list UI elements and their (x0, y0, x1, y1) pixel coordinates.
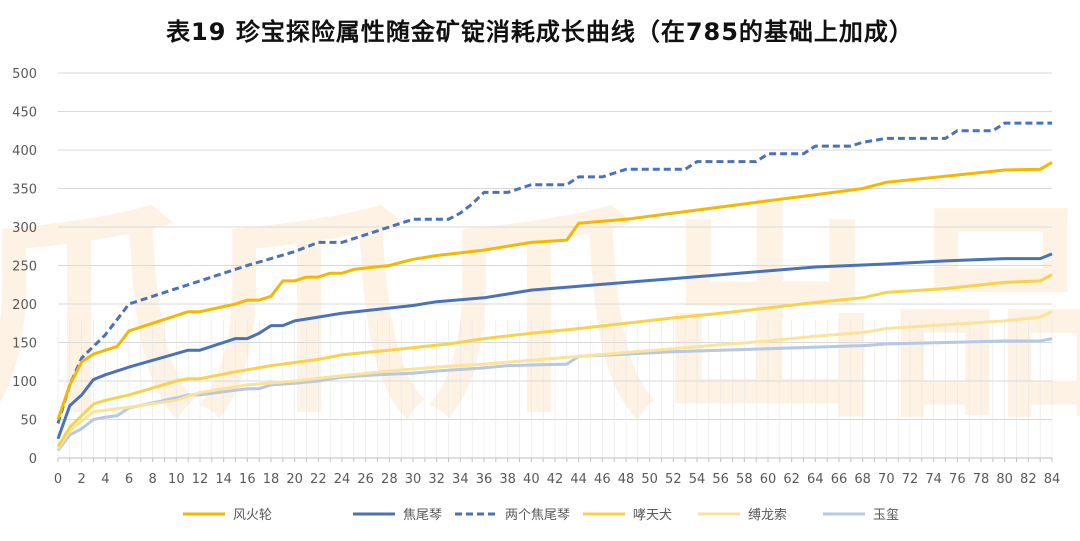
legend-label-xiaotianquan: 哮天犬 (633, 508, 672, 523)
x-tick-label: 0 (54, 472, 62, 487)
series-line-xiaotianquan (56, 273, 1053, 448)
y-tick-label: 100 (12, 375, 37, 390)
x-tick-label: 80 (996, 472, 1013, 487)
x-tick-label: 68 (854, 472, 871, 487)
x-tick-label: 72 (902, 472, 919, 487)
x-tick-label: 26 (357, 472, 374, 487)
x-tick-label: 74 (925, 472, 942, 487)
y-tick-label: 150 (12, 337, 37, 352)
y-tick-label: 350 (12, 183, 37, 198)
series-line-fenghuolun (56, 161, 1053, 420)
x-tick-label: 18 (263, 472, 280, 487)
x-tick-label: 12 (192, 472, 209, 487)
x-tick-label: 22 (310, 472, 327, 487)
series-line-fulongsuo (56, 310, 1053, 450)
x-tick-label: 8 (149, 472, 157, 487)
legend-label-fulongsuo: 缚龙索 (748, 507, 787, 523)
y-tick-label: 300 (12, 221, 37, 236)
watermark: 爪爪爪出品 (0, 183, 1080, 450)
legend-label-yuxi: 玉玺 (873, 508, 899, 523)
x-tick-label: 10 (168, 472, 185, 487)
x-tick-label: 44 (570, 472, 587, 487)
x-tick-label: 4 (101, 472, 109, 487)
y-tick-label: 400 (12, 144, 37, 159)
x-tick-label: 84 (1044, 472, 1061, 487)
x-tick-label: 24 (334, 472, 351, 487)
y-tick-label: 50 (20, 414, 37, 429)
x-tick-label: 60 (760, 472, 777, 487)
x-tick-label: 42 (547, 472, 564, 487)
watermark-text: 爪爪爪出品 (0, 183, 1080, 450)
x-tick-label: 54 (689, 472, 706, 487)
x-tick-label: 16 (239, 472, 256, 487)
x-tick-label: 30 (405, 472, 422, 487)
x-tick-label: 82 (1020, 472, 1037, 487)
y-tick-label: 200 (12, 298, 37, 313)
x-tick-label: 20 (286, 472, 303, 487)
x-tick-label: 40 (523, 472, 540, 487)
x-tick-label: 62 (783, 472, 800, 487)
y-tick-label: 500 (12, 67, 37, 82)
x-tick-label: 38 (499, 472, 516, 487)
y-tick-label: 0 (29, 452, 37, 467)
legend-label-fenghuolun: 风火轮 (233, 508, 272, 523)
series-lines (56, 121, 1053, 452)
legend-label-liangge: 两个焦尾琴 (505, 508, 570, 523)
legend-label-jiaoweiqin: 焦尾琴 (403, 508, 442, 523)
series-line-jiaoweiqin (56, 252, 1053, 440)
x-tick-label: 14 (215, 472, 232, 487)
x-tick-label: 2 (78, 472, 86, 487)
x-tick-label: 78 (973, 472, 990, 487)
y-tick-label: 450 (12, 106, 37, 121)
x-tick-label: 58 (736, 472, 753, 487)
x-tick-label: 28 (381, 472, 398, 487)
x-tick-label: 32 (428, 472, 445, 487)
series-line-liangge (56, 121, 1052, 424)
x-tick-label: 56 (712, 472, 729, 487)
x-tick-label: 66 (831, 472, 848, 487)
x-tick-label: 70 (878, 472, 895, 487)
x-tick-label: 52 (665, 472, 682, 487)
x-tick-label: 36 (476, 472, 493, 487)
legend: 风火轮 焦尾琴 两个焦尾琴 哮天犬 缚龙索 玉玺 (183, 507, 899, 523)
x-tick-label: 34 (452, 472, 469, 487)
y-tick-label: 250 (12, 260, 37, 275)
series-line-yuxi (56, 337, 1053, 452)
x-tick-label: 76 (949, 472, 966, 487)
chart-title: 表19 珍宝探险属性随金矿锭消耗成长曲线（在785的基础上加成） (166, 18, 914, 46)
x-tick-label: 64 (807, 472, 824, 487)
x-tick-label: 50 (641, 472, 658, 487)
x-tick-label: 48 (618, 472, 635, 487)
x-tick-label: 6 (125, 472, 133, 487)
x-tick-label: 46 (594, 472, 611, 487)
